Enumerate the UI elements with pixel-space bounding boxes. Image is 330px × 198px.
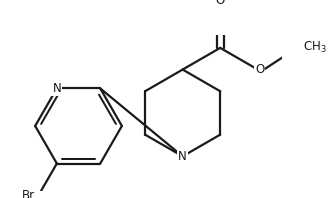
Text: O: O xyxy=(255,63,264,76)
Text: N: N xyxy=(52,82,61,95)
Text: CH$_3$: CH$_3$ xyxy=(303,40,327,55)
Text: Br: Br xyxy=(22,189,35,198)
Text: O: O xyxy=(215,0,225,7)
Text: N: N xyxy=(178,150,187,163)
